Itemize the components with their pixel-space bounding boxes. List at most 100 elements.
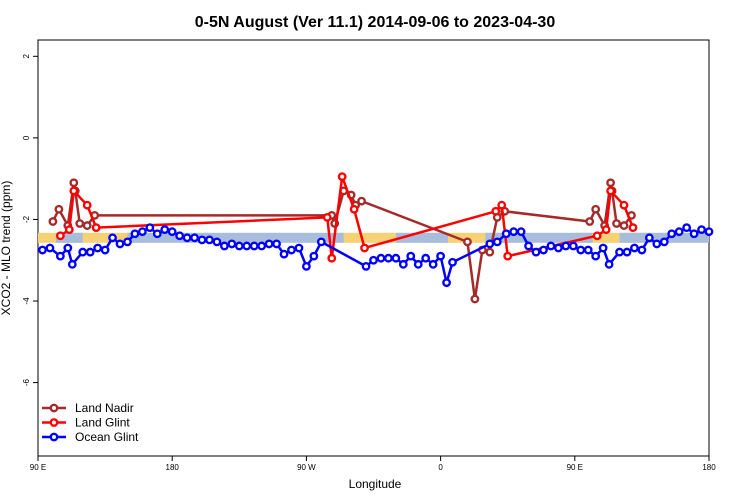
land-nadir-point-14 [463, 237, 472, 247]
ocean-glint-point-14 [145, 223, 155, 233]
ocean-glint-point-30 [264, 239, 274, 249]
ocean-glint-point-18 [175, 231, 185, 241]
ocean-glint-point-3 [63, 243, 73, 253]
ocean-glint-point-1 [45, 243, 55, 253]
series-ocean-glint [38, 223, 714, 288]
ocean-glint-point-77 [682, 223, 692, 233]
land-glint-point-7 [337, 172, 347, 182]
land-glint-point-4 [91, 223, 101, 233]
ocean-glint-point-37 [316, 237, 326, 247]
ocean-glint-point-26 [234, 241, 244, 251]
ocean-glint-point-13 [137, 227, 147, 237]
land-nadir-point-0 [48, 217, 58, 226]
x-tick-label-0: 90 E [30, 463, 46, 472]
land-band-0 [38, 232, 140, 243]
land-glint-point-5 [322, 213, 332, 222]
ocean-glint-point-76 [674, 227, 684, 237]
land-nadir-point-13 [357, 196, 366, 206]
ocean-glint-point-6 [85, 247, 95, 257]
land-nadir-point-23 [606, 178, 615, 188]
ocean-band-1 [127, 232, 344, 243]
x-axis: 90 E 180 90 W 0 90 E 180 [30, 456, 716, 472]
ocean-glint-point-59 [546, 241, 556, 251]
ocean-glint-point-42 [391, 253, 401, 263]
legend-label-land-glint: Land Glint [75, 416, 130, 430]
legend-swatch-point-ocean-glint [49, 432, 59, 442]
ocean-band-2 [395, 232, 449, 243]
plot-frame [37, 39, 710, 457]
ocean-glint-point-47 [428, 259, 438, 269]
ocean-glint-point-58 [539, 245, 548, 255]
land-nadir-point-25 [612, 219, 621, 228]
ocean-glint-point-68 [615, 247, 624, 257]
ocean-glint-point-7 [93, 243, 103, 253]
ocean-glint-point-72 [644, 233, 654, 243]
land-nadir-point-26 [619, 221, 629, 230]
ocean-glint-point-24 [219, 241, 229, 251]
series-layer [38, 172, 714, 304]
land-nadir-point-21 [591, 204, 601, 214]
land-glint-point-14 [601, 225, 611, 235]
ocean-glint-point-63 [576, 245, 586, 255]
ocean-glint-point-27 [242, 241, 252, 251]
y-axis: 2 0 -2 -4 -6 [22, 54, 38, 386]
ocean-glint-point-71 [637, 245, 647, 255]
x-tick-label-5: 180 [702, 463, 716, 472]
ocean-glint-point-56 [524, 241, 533, 251]
series-land-glint [55, 172, 638, 263]
land-nadir-point-15 [470, 294, 480, 304]
x-tick-label-2: 90 W [297, 463, 316, 472]
ocean-glint-point-53 [501, 229, 511, 239]
land-nadir-point-17 [485, 247, 495, 257]
chart-title: 0-5N August (Ver 11.1) 2014-09-06 to 202… [195, 14, 556, 31]
land-nadir-line [51, 182, 633, 300]
ocean-glint-point-46 [421, 253, 431, 263]
ocean-glint-point-70 [630, 243, 639, 253]
ocean-band-0 [55, 232, 83, 243]
ocean-glint-point-11 [123, 237, 132, 247]
ocean-glint-point-64 [583, 245, 593, 255]
land-glint-point-0 [55, 231, 65, 241]
land-band-1 [336, 232, 404, 243]
land-glint-point-8 [349, 204, 359, 214]
ocean-glint-point-32 [279, 249, 289, 259]
ocean-glint-point-5 [78, 247, 88, 257]
ocean-glint-point-22 [205, 235, 214, 245]
land-nadir-point-20 [585, 217, 595, 226]
ocean-glint-point-38 [361, 261, 371, 271]
land-nadir-point-5 [75, 219, 85, 228]
ocean-glint-point-54 [509, 227, 519, 237]
land-glint-point-3 [82, 200, 92, 210]
ocean-glint-point-49 [442, 278, 451, 288]
legend-item-land-nadir: Land Nadir [42, 401, 134, 415]
ocean-glint-point-40 [376, 253, 386, 263]
legend-swatch-point-land-glint [49, 418, 59, 427]
y-tick-label-2: -2 [22, 215, 31, 223]
land-nadir-point-6 [82, 221, 92, 230]
ocean-glint-point-44 [406, 251, 416, 261]
ocean-glint-point-78 [689, 229, 699, 239]
ocean-glint-point-61 [561, 241, 571, 251]
land-glint-point-9 [360, 243, 369, 253]
x-tick-label-4: 90 E [567, 463, 583, 472]
land-glint-point-6 [327, 253, 337, 263]
ocean-glint-point-51 [485, 239, 495, 249]
ocean-glint-point-79 [697, 225, 706, 235]
land-glint-point-10 [491, 206, 501, 216]
ocean-glint-point-35 [301, 261, 311, 271]
legend-item-land-glint: Land Glint [42, 416, 130, 430]
x-tick-label-1: 180 [166, 463, 180, 472]
ocean-glint-point-2 [55, 251, 65, 261]
land-nadir-point-3 [69, 178, 79, 188]
ocean-glint-point-62 [568, 241, 578, 251]
ocean-glint-point-73 [652, 239, 662, 249]
ocean-glint-point-15 [152, 229, 162, 239]
ocean-glint-point-12 [130, 229, 140, 239]
y-axis-label: XCO2 - MLO trend (ppm) [0, 181, 13, 316]
ocean-glint-point-31 [272, 239, 281, 249]
y-tick-label-3: -4 [22, 297, 31, 305]
land-glint-point-17 [628, 223, 638, 233]
ocean-glint-point-23 [212, 237, 222, 247]
ocean-glint-point-69 [622, 247, 632, 257]
